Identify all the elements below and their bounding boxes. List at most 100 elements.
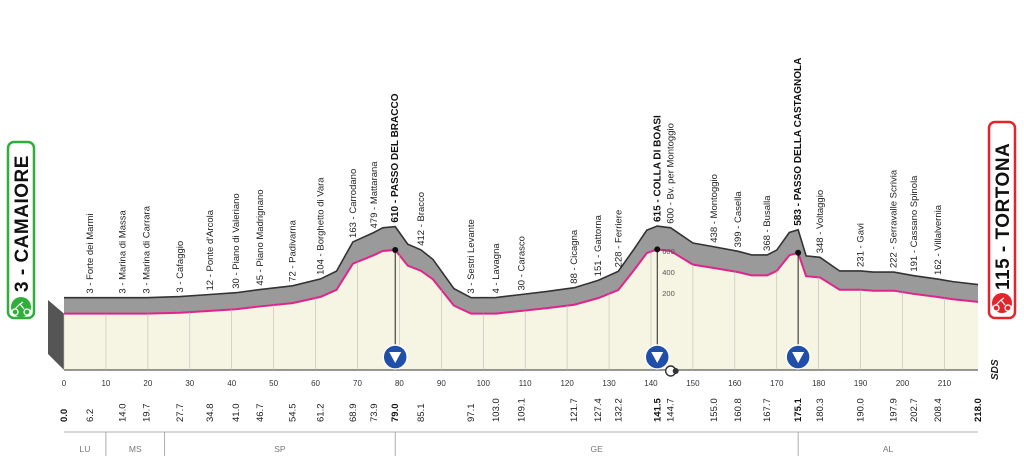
waypoint-label: 228 - Ferriere bbox=[613, 210, 624, 268]
waypoint-label: 3 - Cafaggio bbox=[175, 241, 186, 293]
waypoint-label: 12 - Ponte d'Arcola bbox=[205, 209, 216, 290]
km-tick-label: 180 bbox=[812, 379, 826, 388]
distance-label: 46.7 bbox=[255, 404, 266, 423]
elevation-tick-label: 600 bbox=[662, 247, 675, 256]
climb-top-dot bbox=[392, 246, 399, 253]
waypoint-label: 399 - Casella bbox=[733, 191, 744, 248]
waypoint-label: 583 - PASSO DELLA CASTAGNOLA bbox=[793, 58, 804, 226]
km-tick-label: 100 bbox=[477, 379, 491, 388]
km-tick-label: 90 bbox=[437, 379, 446, 388]
distance-label: 14.0 bbox=[118, 404, 129, 423]
distance-label: 54.5 bbox=[288, 404, 299, 423]
km-tick-label: 130 bbox=[602, 379, 616, 388]
distance-label: 0.0 bbox=[59, 409, 70, 422]
waypoint-label: 30 - Carasco bbox=[516, 236, 527, 290]
elevation-tick-label: 200 bbox=[662, 289, 675, 298]
start-badge: 3 - CAMAIORE bbox=[6, 140, 36, 320]
waypoint-label: 3 - Sestri Levante bbox=[466, 219, 477, 293]
waypoint-label: 162 - Villalvernia bbox=[933, 204, 944, 275]
distance-label: 109.1 bbox=[516, 398, 527, 422]
distance-label: 141.5 bbox=[652, 398, 663, 422]
distance-label: 61.2 bbox=[316, 404, 327, 423]
km-tick-label: 60 bbox=[311, 379, 320, 388]
distance-label: 155.0 bbox=[709, 398, 720, 422]
cyclist-icon bbox=[11, 297, 31, 317]
route-line bbox=[64, 248, 979, 315]
start-label: 3 - CAMAIORE bbox=[12, 155, 33, 292]
km-tick-label: 210 bbox=[938, 379, 952, 388]
waypoint-label: 30 - Piano di Valeriano bbox=[231, 193, 242, 288]
distance-label: 208.4 bbox=[933, 398, 944, 422]
distance-label: 197.9 bbox=[889, 398, 900, 422]
region-label: MS bbox=[129, 444, 142, 454]
finish-badge: 115 - TORTONA bbox=[987, 120, 1017, 320]
km-tick-label: 120 bbox=[560, 379, 574, 388]
finish-label: 115 - TORTONA bbox=[993, 143, 1014, 290]
waypoint-label: 45 - Piano Madrignano bbox=[255, 189, 266, 285]
region-label: LU bbox=[80, 444, 91, 454]
km-tick-label: 30 bbox=[185, 379, 194, 388]
distance-labels: 0.0 6.2 14.0 19.7 27.7 34.8 41.0 46.7 54.5 61.2 68… bbox=[59, 398, 984, 422]
distance-label: 190.0 bbox=[856, 398, 867, 422]
profile-area bbox=[48, 248, 979, 371]
km-tick-label: 140 bbox=[644, 379, 658, 388]
distance-label: 73.9 bbox=[369, 404, 380, 423]
waypoint-label: 104 - Borghetto di Vara bbox=[316, 177, 327, 275]
climb-top-dot bbox=[654, 246, 661, 253]
distance-label: 160.8 bbox=[733, 398, 744, 422]
climb-triangle bbox=[792, 352, 805, 363]
km-tick-label: 80 bbox=[395, 379, 404, 388]
km-tick-label: 160 bbox=[728, 379, 742, 388]
distance-label: 79.0 bbox=[390, 404, 401, 423]
waypoint-label: 610 - PASSO DEL BRACCO bbox=[390, 93, 401, 222]
waypoint-label: 348 - Voltaggio bbox=[815, 190, 826, 253]
sprint-bonus-icon bbox=[672, 368, 679, 374]
km-tick-label: 70 bbox=[353, 379, 362, 388]
distance-label: 68.9 bbox=[348, 404, 359, 423]
distance-label: 167.7 bbox=[762, 398, 773, 422]
km-tick-label: 50 bbox=[269, 379, 278, 388]
km-tick-label: 200 bbox=[896, 379, 910, 388]
km-tick-label: 190 bbox=[854, 379, 868, 388]
distance-label: 41.0 bbox=[231, 404, 242, 423]
waypoint-label: 151 - Gattorna bbox=[593, 214, 604, 276]
km-tick-label: 10 bbox=[101, 379, 110, 388]
waypoint-label: 191 - Cassano Spinola bbox=[909, 175, 920, 272]
mountain-ridge bbox=[64, 225, 979, 299]
waypoint-label: 479 - Mattarana bbox=[369, 161, 380, 229]
km-tick-label: 110 bbox=[519, 379, 532, 388]
sds-logo: SDS bbox=[990, 359, 1001, 380]
distance-label: 121.7 bbox=[569, 398, 580, 422]
km-tick-label: 150 bbox=[686, 379, 700, 388]
start-frame bbox=[6, 140, 36, 320]
waypoint-label: 412 - Bracco bbox=[416, 192, 427, 246]
climb-markers bbox=[382, 246, 811, 377]
distance-label: 180.3 bbox=[815, 398, 826, 422]
distance-label: 144.7 bbox=[666, 398, 677, 422]
distance-label: 127.4 bbox=[593, 398, 604, 422]
distance-label: 27.7 bbox=[175, 404, 186, 423]
waypoint-label: 222 - Serravalle Scrivia bbox=[889, 169, 900, 268]
cyclist-icon bbox=[992, 293, 1012, 313]
waypoint-labels: 3 - Forte dei Marmi 3 - Marina di Massa 3 … bbox=[85, 58, 944, 294]
climb-triangle bbox=[389, 352, 402, 363]
km-tick-label: 170 bbox=[770, 379, 784, 388]
distance-label: 103.0 bbox=[491, 398, 502, 422]
waypoint-label: 368 - Busalla bbox=[762, 195, 773, 251]
distance-label: 218.0 bbox=[973, 398, 984, 422]
waypoint-label: 615 - COLLA DI BOASI bbox=[652, 115, 663, 222]
elevation-tick-label: 400 bbox=[662, 268, 675, 277]
waypoint-label: 3 - Forte dei Marmi bbox=[85, 213, 96, 293]
region-band: LU MS SP GE AL bbox=[64, 431, 978, 456]
distance-label: 85.1 bbox=[416, 404, 427, 423]
km-tick-label: 0 bbox=[62, 379, 67, 388]
profile-side bbox=[48, 300, 64, 370]
finish-frame bbox=[987, 120, 1017, 320]
km-tick-label: 20 bbox=[143, 379, 152, 388]
distance-label: 19.7 bbox=[142, 404, 153, 423]
waypoint-label: 438 - Montoggio bbox=[709, 174, 720, 243]
region-label: SP bbox=[274, 444, 286, 454]
km-tick-label: 40 bbox=[227, 379, 236, 388]
